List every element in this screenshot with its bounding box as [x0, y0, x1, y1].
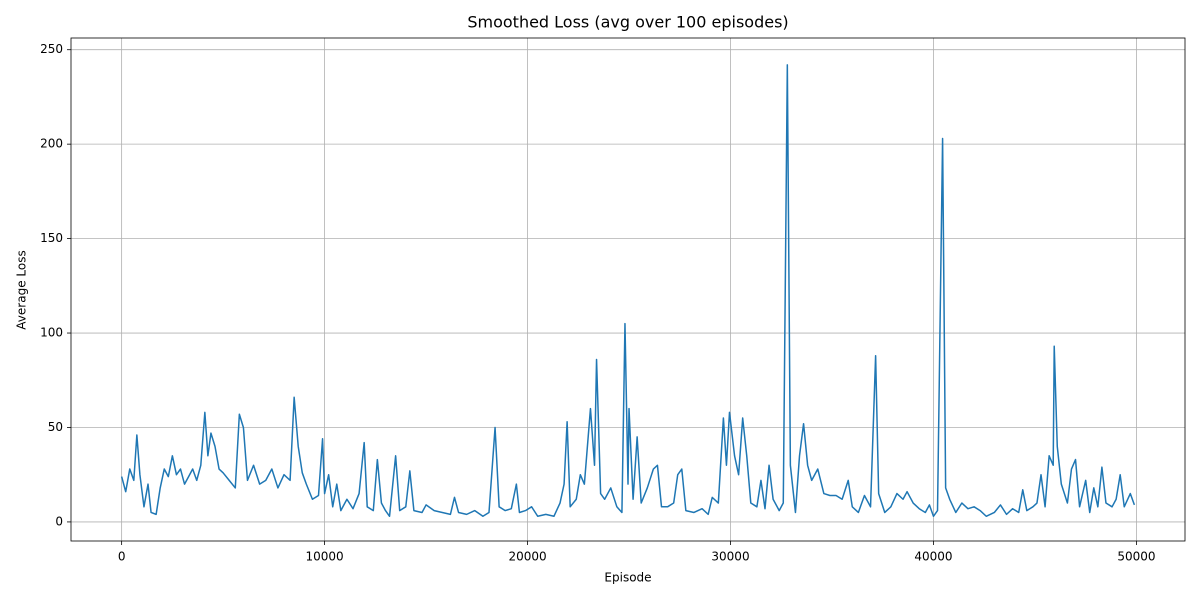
y-axis-label: Average Loss	[15, 250, 29, 329]
plot-frame	[70, 37, 1186, 542]
y-tick-label: 200	[40, 137, 63, 151]
line	[120, 64, 1136, 518]
x-tick-label: 0	[118, 550, 126, 564]
x-tick-label: 20000	[508, 550, 546, 564]
y-tick-label: 150	[40, 231, 63, 245]
y-tick-label: 0	[55, 514, 63, 528]
x-tick-label: 50000	[1117, 550, 1155, 564]
chart-title: Smoothed Loss (avg over 100 episodes)	[467, 13, 788, 32]
y-tick-label: 250	[40, 42, 63, 56]
x-axis-label: Episode	[604, 571, 651, 585]
y-tick-label: 100	[40, 326, 63, 340]
x-tick-label: 10000	[305, 550, 343, 564]
y-tick-label: 50	[48, 420, 63, 434]
x-tick-label: 40000	[914, 550, 952, 564]
x-tick-label: 30000	[711, 550, 749, 564]
